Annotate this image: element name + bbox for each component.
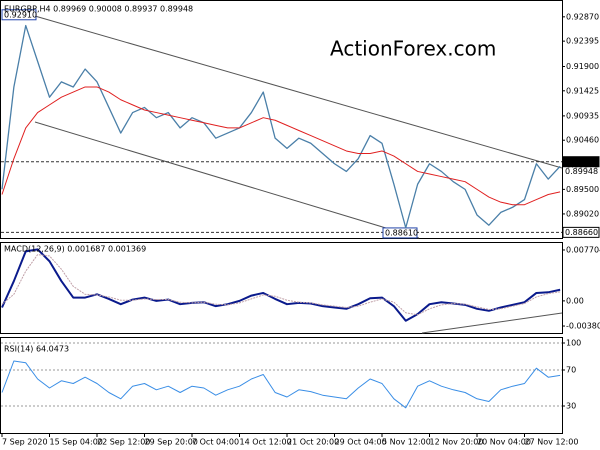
x-tick-label: 7 Sep 2020 — [2, 438, 48, 447]
y-tick-label: 0.91425 — [566, 86, 599, 95]
annotation: 0.92910 — [4, 10, 37, 19]
x-tick-label: 20 Nov 04:00 — [477, 438, 531, 447]
channel-lower — [34, 121, 420, 239]
x-tick-label: 12 Nov 20:00 — [430, 438, 484, 447]
y-tick-label: 0.007704 — [566, 245, 600, 254]
macd-trendline — [421, 312, 563, 334]
level-label-box — [562, 226, 600, 238]
y-tick-label: 0.00 — [566, 296, 584, 305]
channel-upper — [27, 13, 563, 169]
price-panel — [0, 0, 563, 239]
annotation-box — [382, 227, 418, 239]
watermark: ActionForex.com — [330, 37, 496, 61]
y-tick-label: 0.90935 — [566, 111, 599, 120]
level-label-box — [562, 156, 600, 168]
macd-panel — [0, 242, 563, 334]
annotation-box — [1, 9, 37, 21]
level-label: 0.90040 — [565, 157, 598, 166]
y-tick-label: 30 — [566, 402, 576, 411]
y-tick-label: 0.92870 — [566, 12, 599, 21]
panel-title: EURGBP,H4 0.89969 0.90008 0.89937 0.8994… — [4, 5, 193, 14]
x-tick-label: 15 Sep 04:00 — [50, 438, 103, 447]
panel-title: MACD(12,26,9) 0.001687 0.001369 — [4, 245, 146, 254]
panel-title: RSI(14) 64.0473 — [4, 345, 69, 354]
series-line — [1, 86, 561, 206]
x-tick-label: 21 Oct 20:00 — [287, 438, 339, 447]
y-tick-label: 0.90460 — [566, 136, 599, 145]
y-tick-label: 0.91900 — [566, 62, 599, 71]
x-tick-label: 14 Oct 12:00 — [240, 438, 292, 447]
y-tick-label: 0.92395 — [566, 37, 599, 46]
price-label: 0.89948 — [565, 167, 598, 176]
annotation: 0.88610 — [385, 228, 418, 237]
y-tick-label: 70 — [566, 366, 576, 375]
series-line — [1, 24, 561, 229]
x-tick-label: 29 Sep 20:00 — [145, 438, 198, 447]
y-tick-label: 100 — [566, 339, 581, 348]
series-line — [1, 360, 561, 409]
series-line — [1, 254, 561, 316]
x-tick-label: 22 Sep 12:00 — [97, 438, 150, 447]
x-tick-label: 29 Oct 04:00 — [335, 438, 387, 447]
rsi-panel — [0, 337, 563, 434]
x-tick-label: 5 Nov 12:00 — [382, 438, 431, 447]
y-tick-label: 0.89500 — [566, 185, 599, 194]
level-label: 0.88660 — [565, 228, 598, 237]
x-tick-label: 27 Nov 12:00 — [525, 438, 579, 447]
y-tick-label: -0.003804 — [566, 322, 600, 331]
y-tick-label: 0.89020 — [566, 209, 599, 218]
x-tick-label: 7 Oct 04:00 — [192, 438, 239, 447]
